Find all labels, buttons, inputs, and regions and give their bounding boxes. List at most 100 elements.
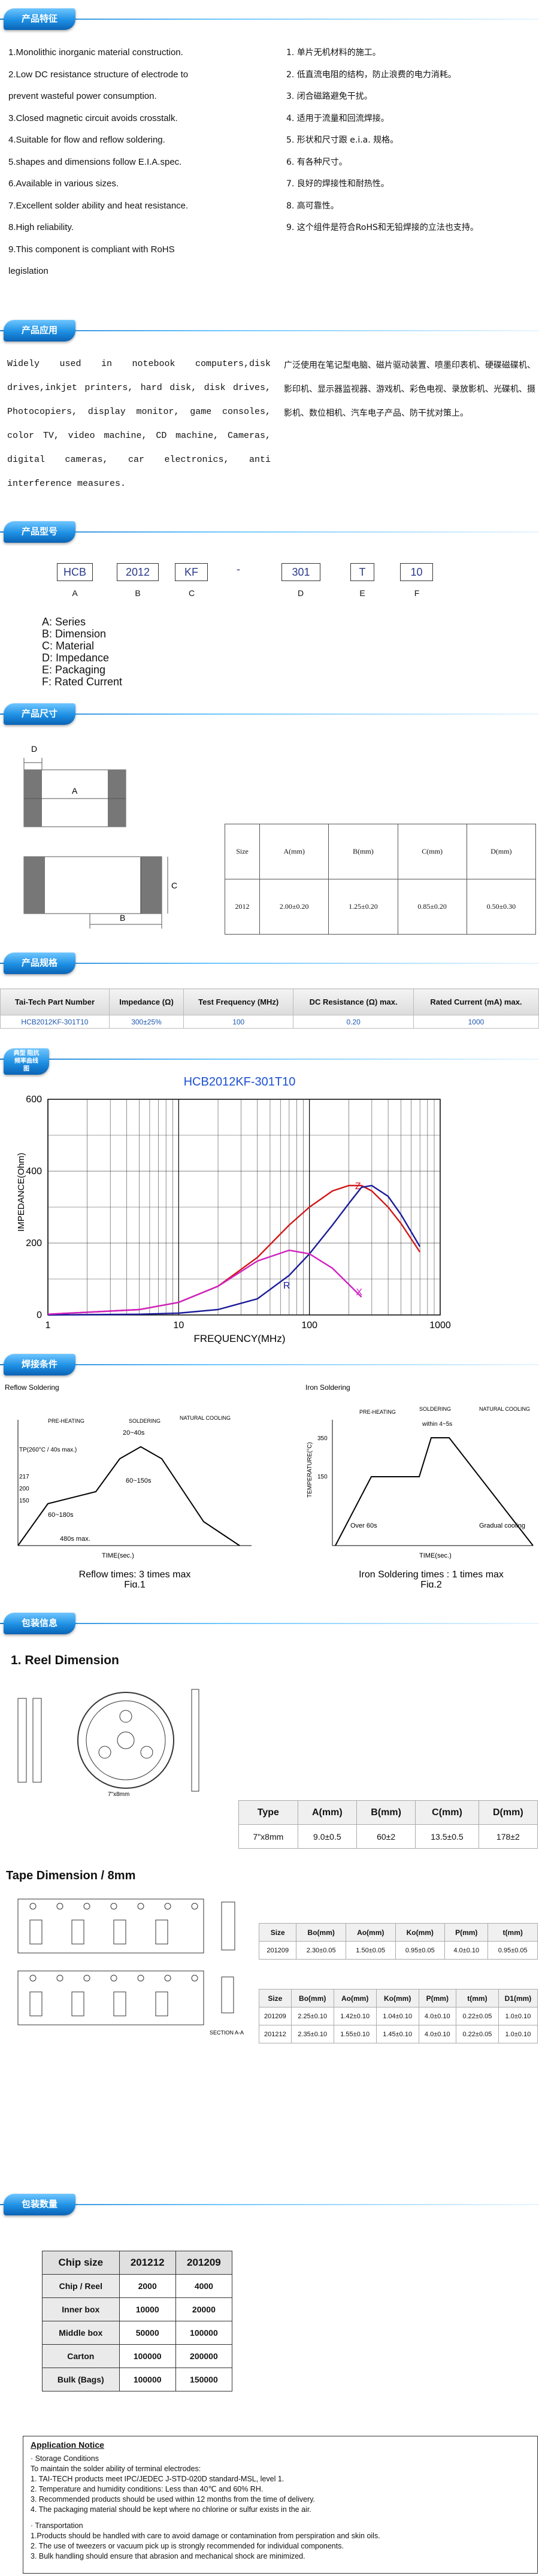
soldering-profiles: Reflow Soldering PRE-HEATING SOLDERING N… [5, 1383, 534, 1588]
tape1-header-cell: P(mm) [444, 1923, 489, 1942]
pn-box-impedance: 301 [281, 563, 320, 581]
reflow-fig: Fig.1 [124, 1580, 146, 1588]
qty-header-cell: 201212 [119, 2251, 176, 2275]
tape1-cell: 201209 [258, 1941, 297, 1960]
dim-cell: 0.85±0.20 [397, 879, 467, 935]
tape2-header-cell: Bo(mm) [290, 1989, 334, 2007]
pn-letter: A [72, 588, 78, 598]
notice-line: 3. Bulk handling should ensure that abra… [31, 2552, 305, 2560]
tape-heading: Tape Dimension / 8mm [6, 1869, 136, 1882]
tape2-header-cell: Size [259, 1989, 292, 2007]
reflow-label: 480s max. [60, 1535, 90, 1543]
iron-label: Over 60s [350, 1522, 377, 1529]
soldering-badge: 焊接条件 [4, 1354, 75, 1375]
dimensions-badge: 产品尺寸 [4, 703, 75, 725]
notice-line: 1.Products should be handled with care t… [31, 2532, 380, 2540]
qty-row-label: Bulk (Bags) [42, 2368, 120, 2391]
qty-header-cell: 201209 [175, 2251, 233, 2275]
reel-cell: 13.5±0.5 [415, 1824, 479, 1849]
pn-legend-line: D: Impedance [42, 652, 110, 664]
tape2-cell: 4.0±0.10 [418, 2025, 456, 2043]
tape2-header-cell: P(mm) [418, 1989, 456, 2007]
tape2-cell: 4.0±0.10 [418, 2007, 456, 2025]
section-header-dimensions: 产品尺寸 [0, 702, 539, 726]
tape-drawing: SECTION A-A [17, 1898, 244, 2036]
section-header-features: 产品特征 [0, 7, 539, 31]
reflow-label: 60~180s [48, 1511, 74, 1519]
pn-legend-line: A: Series [42, 616, 86, 628]
qty-cell: 50000 [119, 2321, 176, 2345]
notice-line: 4. The packaging material should be kept… [31, 2505, 311, 2514]
section-header-quantity: 包装数量 [0, 2193, 539, 2217]
tape2-cell: 1.04±0.10 [376, 2007, 419, 2025]
feature-en-line: 7.Excellent solder ability and heat resi… [8, 200, 189, 211]
dim-cell: 0.50±0.30 [466, 879, 537, 935]
tape1-cell: 0.95±0.05 [487, 1941, 538, 1960]
qty-cell: 100000 [119, 2368, 176, 2391]
dim-label-c: C [171, 881, 177, 890]
chart-ytick: 200 [26, 1238, 42, 1248]
dim-header-cell: Size [224, 824, 261, 879]
reflow-label: TIME(sec.) [102, 1552, 134, 1559]
pn-legend-line: B: Dimension [42, 628, 107, 640]
pn-letter: F [414, 588, 420, 598]
tape2-cell: 1.0±0.10 [498, 2007, 538, 2025]
qty-row-label: Inner box [42, 2297, 120, 2321]
reel-table: Type A(mm) B(mm) C(mm) D(mm) 7"x8mm 9.0±… [238, 1800, 538, 1849]
pn-letter: B [135, 588, 141, 598]
reflow-label: SOLDERING [129, 1418, 161, 1424]
chart-ytick: 400 [26, 1166, 42, 1177]
qty-cell: 2000 [119, 2274, 176, 2298]
iron-label: 150 [317, 1474, 328, 1480]
section-header-packaging: 包装信息 [0, 1611, 539, 1635]
iron-label: TEMPERATURE(°C) [307, 1442, 313, 1498]
section-header-characteristics: 典型 阻抗 频率曲线图 [0, 1047, 539, 1075]
reflow-title: Reflow Soldering [5, 1383, 59, 1392]
iron-label: Gradual cooling [479, 1522, 525, 1529]
tape2-cell: 0.22±0.05 [455, 2025, 499, 2043]
notice-line: To maintain the solder ability of termin… [31, 2465, 201, 2473]
part-number-badge: 产品型号 [4, 521, 75, 543]
qty-cell: 150000 [175, 2368, 233, 2391]
chip-electrode [141, 857, 162, 914]
notice-line: 1. TAI-TECH products meet IPC/JEDEC J-ST… [31, 2475, 284, 2483]
tape2-cell: 1.0±0.10 [498, 2025, 538, 2043]
tape1-cell: 2.30±0.05 [296, 1941, 346, 1960]
reflow-caption: Reflow times: 3 times max [79, 1570, 191, 1580]
reflow-label: NATURAL COOLING [180, 1415, 231, 1421]
feature-zh-line: 2. 低直流电阻的结构，防止浪费的电力消耗。 [286, 69, 456, 80]
tape1-cell: 0.95±0.05 [395, 1941, 446, 1960]
pn-box-dimension: 2012 [117, 563, 159, 581]
reel-cell: 178±2 [478, 1824, 538, 1849]
chart-xlabel: FREQUENCY(MHz) [194, 1333, 286, 1344]
notice-line: 3. Recommended products should be used w… [31, 2495, 316, 2504]
notice-line [31, 2515, 530, 2521]
chart-xtick: 100 [301, 1320, 317, 1331]
section-header-part-number: 产品型号 [0, 520, 539, 544]
notice-line: · Storage Conditions [31, 2454, 99, 2463]
dim-header-cell: C(mm) [397, 824, 467, 879]
spec-cell: 100 [183, 1015, 294, 1029]
reel-header-cell: Type [238, 1800, 298, 1825]
feature-zh-line: 3. 闭合磁路避免干扰。 [286, 92, 373, 101]
reflow-label: 60~150s [126, 1477, 152, 1484]
tape2-header-cell: t(mm) [455, 1989, 499, 2007]
tape2-cell: 1.55±0.10 [333, 2025, 377, 2043]
reel-size-label: 7"x8mm [108, 1791, 129, 1797]
packaging-badge: 包装信息 [4, 1613, 75, 1634]
chart-xtick: 1 [46, 1320, 51, 1331]
spec-header-cell: Test Frequency (MHz) [183, 988, 294, 1015]
qty-header-cell: Chip size [42, 2251, 120, 2275]
spec-header-cell: Tai-Tech Part Number [0, 988, 110, 1015]
series-label: X [356, 1287, 362, 1298]
dim-label-a: A [72, 786, 78, 796]
iron-label: within 4~5s [422, 1421, 452, 1428]
pn-box-material: KF [175, 563, 208, 581]
series-label: R [283, 1281, 290, 1291]
application-zh-text: 广泛使用在笔记型电脑、磁片驱动装置、喷墨印表机、硬碟磁碟机、影印机、显示器监视器… [284, 361, 535, 418]
qty-row-label: Middle box [42, 2321, 120, 2345]
spec-cell: HCB2012KF-301T10 [0, 1015, 110, 1029]
spec-cell: 0.20 [293, 1015, 414, 1029]
feature-en-line: legislation [8, 266, 49, 276]
tape2-cell: 1.45±0.10 [376, 2025, 419, 2043]
